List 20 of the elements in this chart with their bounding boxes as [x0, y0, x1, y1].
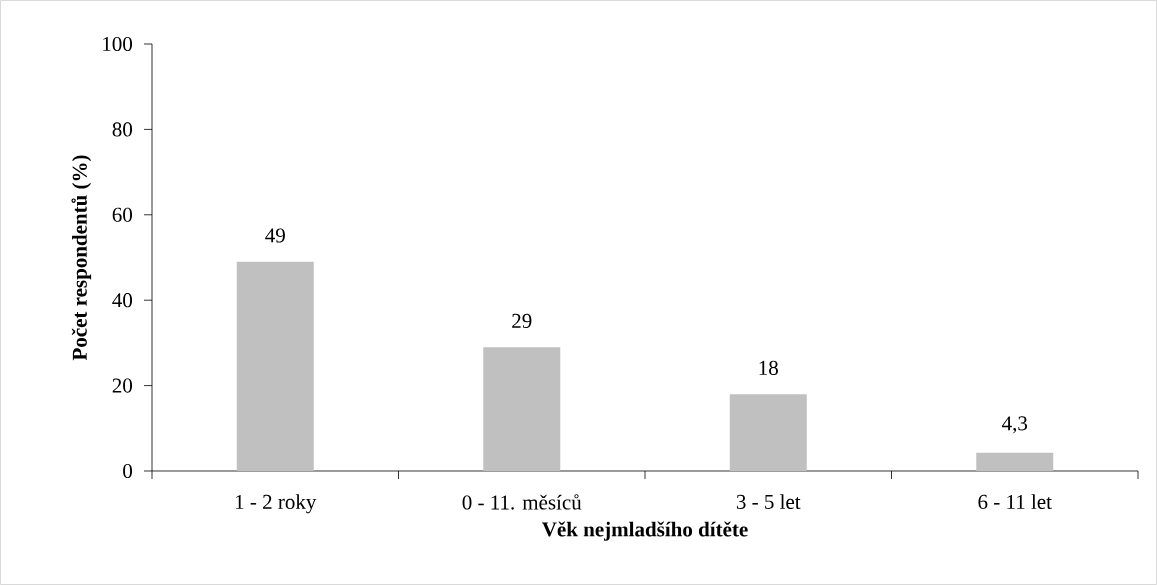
x-axis-title: Věk nejmladšího dítěte [541, 521, 748, 541]
y-axis-title: Počet respondentů (%) [71, 155, 92, 361]
bar [236, 261, 314, 471]
x-tick-label: 3 - 5 let [736, 494, 801, 509]
bar [483, 347, 561, 471]
y-tick-label: 100 [103, 36, 133, 52]
x-tick-label: 1 - 2 roky [235, 494, 317, 514]
y-tick-label: 20 [112, 378, 133, 393]
data-label: 29 [512, 313, 532, 328]
bar [729, 394, 807, 471]
y-tick-label: 40 [112, 293, 133, 308]
data-label: 49 [265, 228, 285, 243]
y-tick-label: 60 [112, 207, 133, 222]
data-label: 18 [759, 360, 778, 375]
x-tick-label: 6 - 11 let [978, 494, 1052, 509]
bar [976, 452, 1054, 471]
x-tick-label: 0 - 11. měsíců [462, 494, 582, 510]
y-tick-label: 0 [123, 463, 133, 479]
data-label: 4,3 [1002, 416, 1028, 434]
y-tick-label: 80 [112, 122, 133, 137]
